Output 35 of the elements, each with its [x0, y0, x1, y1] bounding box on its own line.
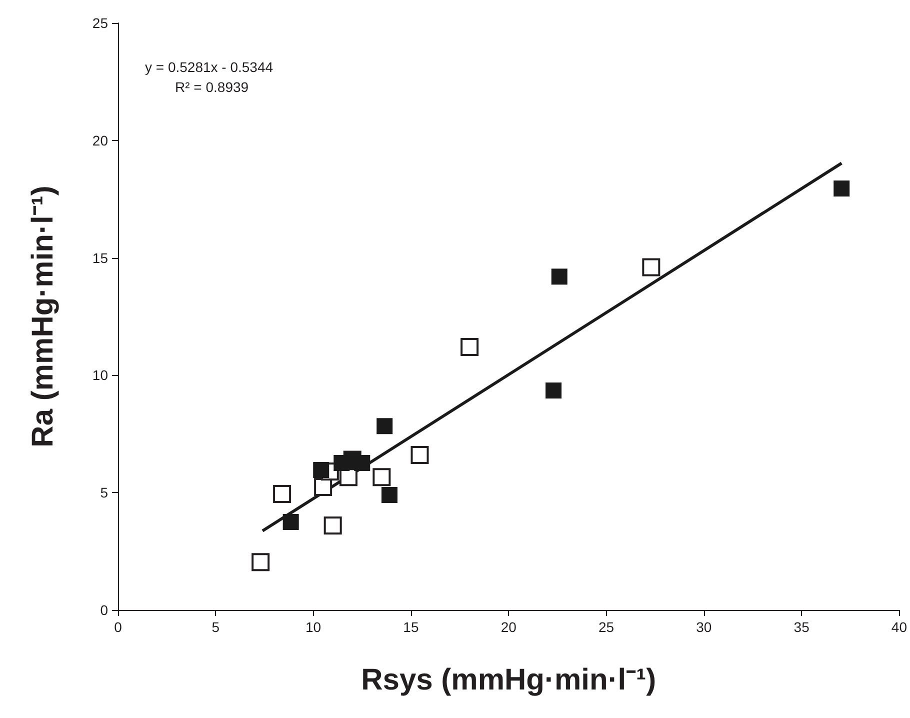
point [460, 338, 479, 356]
point [551, 268, 568, 285]
x-tick-label: 0 [114, 619, 122, 635]
y-tick-label: 15 [92, 250, 108, 266]
point [252, 553, 270, 572]
x-tick-label: 25 [598, 619, 614, 635]
point [324, 516, 342, 534]
annotation: R² = 0.8939 [175, 79, 249, 95]
point [642, 258, 660, 276]
annotation: y = 0.5281x - 0.5344 [145, 59, 274, 75]
point [546, 382, 562, 398]
x-tick-label: 30 [696, 619, 712, 635]
x-tick-label: 20 [500, 619, 517, 635]
point [410, 446, 429, 464]
point [314, 478, 332, 496]
x-tick-label: 5 [212, 619, 220, 635]
x-tick-label: 35 [794, 619, 810, 635]
point [282, 514, 299, 530]
point [376, 418, 393, 434]
point [834, 180, 850, 197]
x-tick-label: 15 [403, 619, 419, 635]
x-tick-label: 40 [891, 619, 908, 635]
point [313, 462, 330, 478]
y-tick-label: 5 [100, 484, 108, 501]
x-tick-label: 10 [306, 619, 322, 635]
point [354, 455, 370, 472]
y-tick-label: 25 [92, 15, 108, 31]
y-axis-title: Ra (mmHg·min·l⁻¹) [26, 186, 60, 448]
y-tick-label: 20 [92, 132, 108, 148]
point [381, 486, 398, 503]
y-tick-label: 10 [92, 367, 108, 384]
point [372, 468, 391, 486]
x-axis-title: Rsys (mmHg·min·l⁻¹) [361, 664, 656, 696]
y-tick-label: 0 [100, 602, 108, 618]
point [273, 485, 292, 504]
